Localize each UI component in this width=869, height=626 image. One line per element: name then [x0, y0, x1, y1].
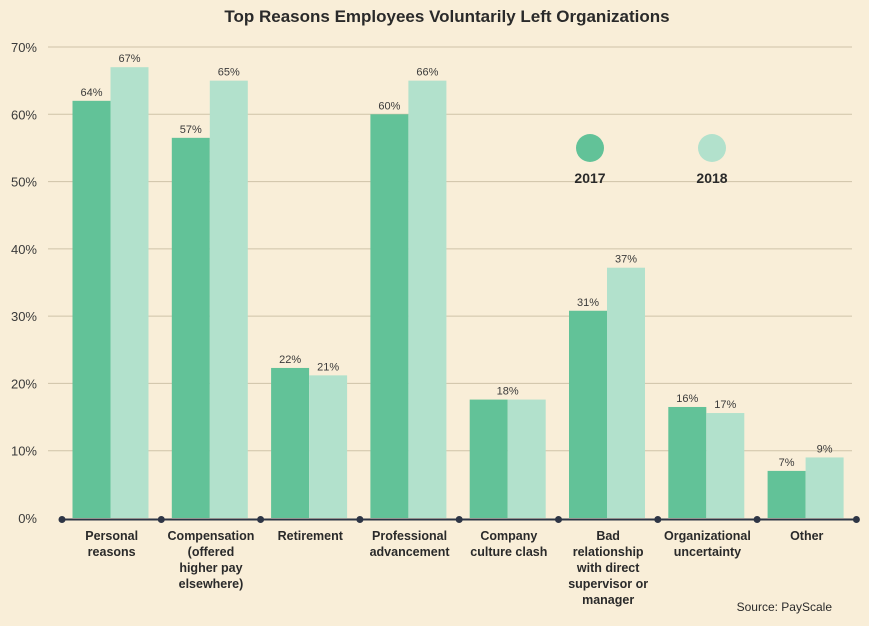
- source-note: Source: PayScale: [737, 600, 833, 614]
- y-tick-label: 20%: [11, 376, 37, 391]
- category-label-line: advancement: [370, 545, 451, 559]
- axis-dot: [157, 516, 165, 523]
- category-label-line: relationship: [573, 545, 644, 559]
- bar-2017: [171, 137, 210, 519]
- category-label-line: Retirement: [278, 529, 344, 543]
- bar-2018: [507, 399, 546, 518]
- category-label: Retirement: [278, 529, 344, 543]
- bar-2017: [767, 470, 806, 518]
- category-label: Company culture clash: [470, 529, 547, 559]
- category-label-line: culture clash: [470, 545, 547, 559]
- axis-dot: [753, 516, 761, 523]
- bar-2018: [706, 413, 745, 518]
- category-label: Compensation (offered higher pay elsewhere): [168, 529, 255, 591]
- axis-dot: [852, 516, 860, 523]
- data-label: 31%: [577, 297, 599, 309]
- legend-swatch-2017: [576, 134, 604, 162]
- bar-2018: [805, 457, 844, 518]
- category-label-line: higher pay: [179, 561, 242, 575]
- data-label: 7%: [779, 457, 795, 469]
- legend-label: 2018: [696, 170, 727, 186]
- category-label: Bad relationship with direct supervisor or m…: [568, 529, 648, 607]
- axis-dot: [58, 516, 66, 523]
- data-label: 65%: [218, 67, 240, 79]
- category-label-line: uncertainty: [674, 545, 741, 559]
- bar-2017: [469, 399, 508, 518]
- data-label: 64%: [80, 87, 102, 99]
- data-label: 21%: [317, 361, 339, 373]
- y-tick-label: 0%: [18, 511, 37, 526]
- grid-lines: [48, 46, 852, 452]
- category-label-line: Compensation: [168, 529, 255, 543]
- data-label: 60%: [378, 100, 400, 112]
- value-labels: 64% 67% 57% 65% 22% 21% 60% 66% 18% 31% 37% 16% 17% 7…: [80, 53, 832, 469]
- bar-2018: [209, 80, 248, 519]
- category-label-line: with direct: [576, 561, 640, 575]
- category-label-line: Professional: [372, 529, 447, 543]
- y-tick-label: 30%: [11, 309, 37, 324]
- y-tick-label: 70%: [11, 40, 37, 55]
- category-label-line: Company: [480, 529, 537, 543]
- y-axis-ticks: 0% 10% 20% 30% 40% 50% 60% 70%: [11, 40, 37, 526]
- chart-title: Top Reasons Employees Voluntarily Left O…: [224, 7, 669, 26]
- y-tick-label: 10%: [11, 444, 37, 459]
- y-tick-label: 40%: [11, 242, 37, 257]
- category-label: Organizational uncertainty: [664, 529, 751, 559]
- bar-2017: [370, 114, 409, 519]
- axis-dot: [455, 516, 463, 523]
- category-label-line: Other: [790, 529, 823, 543]
- bar-2017: [569, 310, 607, 518]
- bar-2018: [110, 67, 149, 518]
- category-label-line: manager: [582, 593, 634, 607]
- data-label: 66%: [416, 67, 438, 79]
- data-label: 16%: [676, 393, 698, 405]
- y-tick-label: 60%: [11, 107, 37, 122]
- bar-2017: [668, 406, 707, 518]
- category-label-line: (offered: [188, 545, 235, 559]
- data-label: 18%: [497, 386, 519, 398]
- legend-label: 2017: [574, 170, 605, 186]
- bar-2018: [309, 375, 348, 518]
- category-label-line: supervisor or: [568, 577, 648, 591]
- category-labels: Personal reasons Compensation (offered highe…: [85, 529, 823, 607]
- bar-2017: [72, 100, 111, 518]
- category-label: Personal reasons: [85, 529, 138, 559]
- bars: [72, 67, 844, 519]
- data-label: 67%: [118, 53, 140, 65]
- axis-dot: [356, 516, 364, 523]
- data-label: 9%: [817, 443, 833, 455]
- legend: 2017 2018: [574, 134, 728, 186]
- y-tick-label: 50%: [11, 175, 37, 190]
- data-label: 57%: [180, 124, 202, 136]
- data-label: 17%: [714, 399, 736, 411]
- category-label: Professional advancement: [370, 529, 451, 559]
- bar-2017: [271, 367, 310, 518]
- bar-2018: [607, 267, 645, 518]
- category-label-line: Bad: [596, 529, 620, 543]
- category-label-line: Personal: [85, 529, 138, 543]
- data-label: 22%: [279, 354, 301, 366]
- x-axis: [58, 516, 860, 523]
- legend-swatch-2018: [698, 134, 726, 162]
- data-label: 37%: [615, 254, 637, 266]
- category-label-line: Organizational: [664, 529, 751, 543]
- axis-dot: [654, 516, 662, 523]
- category-label: Other: [790, 529, 823, 543]
- category-label-line: reasons: [88, 545, 136, 559]
- axis-dot: [555, 516, 562, 523]
- axis-dot: [257, 516, 265, 523]
- bar-2018: [408, 80, 447, 519]
- category-label-line: elsewhere): [179, 577, 244, 591]
